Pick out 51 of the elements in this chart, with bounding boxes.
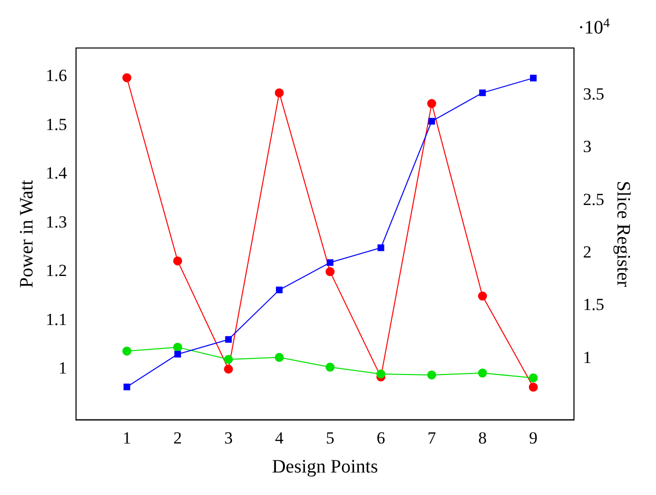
y2-tick-label: 1	[582, 348, 592, 367]
point	[173, 342, 182, 352]
x-tick-label: 4	[275, 428, 284, 448]
point	[428, 118, 436, 125]
y-tick-label: 1.3	[46, 212, 68, 232]
point	[173, 256, 182, 266]
point	[224, 354, 233, 364]
point	[274, 88, 284, 98]
y-tick-label: 1.6	[46, 66, 68, 86]
x-tick-label: 8	[478, 428, 487, 448]
point	[478, 292, 487, 301]
x-tick-label: 1	[122, 428, 132, 448]
point	[122, 346, 132, 356]
point	[528, 382, 538, 392]
point	[326, 267, 335, 276]
point	[478, 368, 487, 378]
y-tick-label: 1	[58, 358, 68, 378]
point	[528, 373, 538, 382]
y-tick-label: 1.4	[46, 164, 68, 183]
point	[479, 89, 486, 96]
point	[276, 286, 283, 294]
x-tick-label: 7	[427, 428, 436, 448]
point	[378, 244, 384, 252]
point	[427, 370, 436, 380]
point	[122, 73, 132, 82]
x-tick-label: 5	[326, 428, 334, 448]
point	[376, 369, 386, 378]
y2-tick-label: 3.5	[582, 84, 604, 104]
y2-axis-title: Slice Register	[612, 180, 634, 288]
point	[225, 336, 232, 343]
y2-tick-label: 3	[582, 137, 592, 156]
point	[530, 74, 537, 82]
point	[174, 350, 181, 358]
point	[326, 259, 334, 266]
point	[326, 362, 335, 372]
y2-tick-label: 2.5	[582, 190, 604, 209]
x-tick-label: 3	[224, 428, 233, 448]
y2-tick-label: 2	[582, 242, 592, 262]
point	[224, 364, 233, 374]
x-tick-label: 2	[173, 428, 182, 448]
y-tick-label: 1.5	[46, 114, 68, 134]
y2-tick-label: 1.5	[582, 295, 604, 314]
x-tick-label: 6	[376, 428, 386, 448]
point	[274, 352, 284, 362]
y-tick-label: 1.2	[46, 261, 68, 280]
y-axis-title: Power in Watt	[16, 179, 38, 288]
x-axis-title: Design Points	[272, 456, 378, 478]
x-tick-label: 9	[529, 428, 538, 448]
point	[124, 384, 130, 390]
y-tick-label: 1.1	[46, 310, 68, 329]
point	[427, 99, 436, 108]
